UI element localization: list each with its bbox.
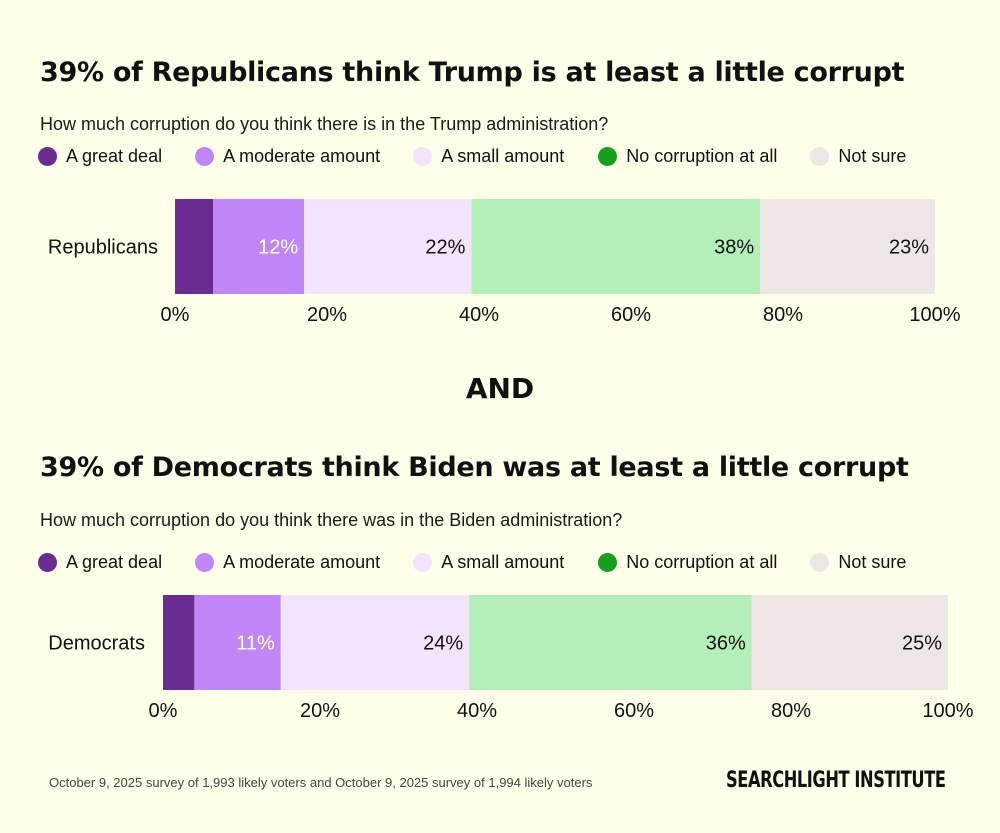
legend-label: Not sure bbox=[838, 552, 907, 572]
data-label-not-sure: 23% bbox=[889, 237, 929, 259]
footnote: October 9, 2025 survey of 1,993 likely v… bbox=[49, 775, 593, 790]
chart-1-subtitle: How much corruption do you think there i… bbox=[40, 114, 609, 134]
legend-label: Not sure bbox=[838, 146, 907, 166]
legend-item-no-corruption-at-all: No corruption at all bbox=[598, 552, 777, 573]
bar-segment-a-great-deal bbox=[175, 199, 213, 294]
chart-1-title: 39% of Republicans think Trump is at lea… bbox=[40, 57, 905, 88]
legend-swatch bbox=[195, 147, 215, 166]
legend-label: A moderate amount bbox=[223, 552, 381, 572]
x-tick-label: 80% bbox=[771, 700, 811, 722]
legend-swatch bbox=[38, 553, 57, 572]
x-tick-label: 20% bbox=[300, 700, 340, 722]
legend-swatch bbox=[413, 147, 433, 166]
legend-label: A small amount bbox=[441, 146, 565, 166]
chart-1-plot: Republicans 12% 22% 38% 23% 0% 20% 40% 60% 80% 100… bbox=[48, 199, 961, 326]
legend-item-a-moderate-amount: A moderate amount bbox=[195, 552, 380, 573]
legend-swatch bbox=[38, 147, 57, 166]
chart-2-subtitle: How much corruption do you think there w… bbox=[40, 510, 623, 530]
x-tick-label: 100% bbox=[922, 700, 973, 722]
legend-item-a-small-amount: A small amount bbox=[413, 552, 564, 573]
category-label: Democrats bbox=[48, 633, 145, 655]
legend-item-a-small-amount: A small amount bbox=[413, 146, 564, 167]
data-label-a-moderate-amount: 11% bbox=[236, 633, 275, 655]
bar-segment-a-small-amount bbox=[304, 199, 472, 294]
bar-segment-a-moderate-amount bbox=[194, 595, 281, 690]
x-tick-label: 0% bbox=[149, 700, 178, 722]
legend-label: A small amount bbox=[441, 552, 565, 572]
category-label: Republicans bbox=[48, 237, 158, 259]
bar-segment-no-corruption-at-all bbox=[469, 595, 752, 690]
bar-segment-not-sure bbox=[760, 199, 935, 294]
legend-label: No corruption at all bbox=[626, 552, 778, 572]
data-label-a-small-amount: 22% bbox=[425, 237, 465, 259]
legend-label: A moderate amount bbox=[223, 146, 381, 166]
data-label-not-sure: 25% bbox=[902, 633, 942, 655]
legend-swatch bbox=[413, 553, 433, 572]
x-tick-label: 0% bbox=[161, 304, 190, 326]
legend-swatch bbox=[810, 553, 830, 572]
x-tick-label: 40% bbox=[459, 304, 499, 326]
legend-item-a-great-deal: A great deal bbox=[38, 552, 162, 573]
legend-label: A great deal bbox=[66, 146, 163, 166]
legend-swatch bbox=[598, 147, 618, 166]
data-label-a-moderate-amount: 12% bbox=[258, 237, 298, 259]
chart-2-title: 39% of Democrats think Biden was at leas… bbox=[40, 452, 909, 483]
legend-swatch bbox=[810, 147, 830, 166]
legend-item-a-great-deal: A great deal bbox=[38, 146, 162, 167]
bar-segment-not-sure bbox=[751, 595, 948, 690]
legend-swatch bbox=[195, 553, 215, 572]
legend-label: No corruption at all bbox=[626, 146, 778, 166]
brand-logo: SEARCHLIGHT INSTITUTE bbox=[726, 768, 946, 793]
legend-item-a-moderate-amount: A moderate amount bbox=[195, 146, 380, 167]
chart-2-plot: Democrats 11% 24% 36% 25% 0% 20% 40% 60% 80% 100% bbox=[48, 595, 974, 722]
chart-2-legend: A great deal A moderate amount A small amo… bbox=[38, 552, 906, 573]
legend-item-not-sure: Not sure bbox=[810, 146, 906, 167]
x-tick-label: 60% bbox=[611, 304, 651, 326]
x-tick-label: 60% bbox=[614, 700, 654, 722]
data-label-no-corruption-at-all: 36% bbox=[706, 633, 746, 655]
bar-segment-a-moderate-amount bbox=[213, 199, 305, 294]
x-tick-label: 40% bbox=[457, 700, 497, 722]
legend-item-not-sure: Not sure bbox=[810, 552, 906, 573]
x-tick-label: 80% bbox=[763, 304, 803, 326]
data-label-no-corruption-at-all: 38% bbox=[714, 237, 754, 259]
x-tick-label: 100% bbox=[909, 304, 960, 326]
legend-swatch bbox=[598, 553, 618, 572]
bar-segment-a-small-amount bbox=[280, 595, 470, 690]
connector-text: AND bbox=[465, 372, 535, 405]
bar-segment-a-great-deal bbox=[163, 595, 195, 690]
legend-label: A great deal bbox=[66, 552, 163, 572]
bar-segment-no-corruption-at-all bbox=[471, 199, 761, 294]
chart-1-legend: A great deal A moderate amount A small amo… bbox=[38, 146, 906, 167]
x-tick-label: 20% bbox=[307, 304, 347, 326]
data-label-a-small-amount: 24% bbox=[423, 633, 463, 655]
legend-item-no-corruption-at-all: No corruption at all bbox=[598, 146, 777, 167]
